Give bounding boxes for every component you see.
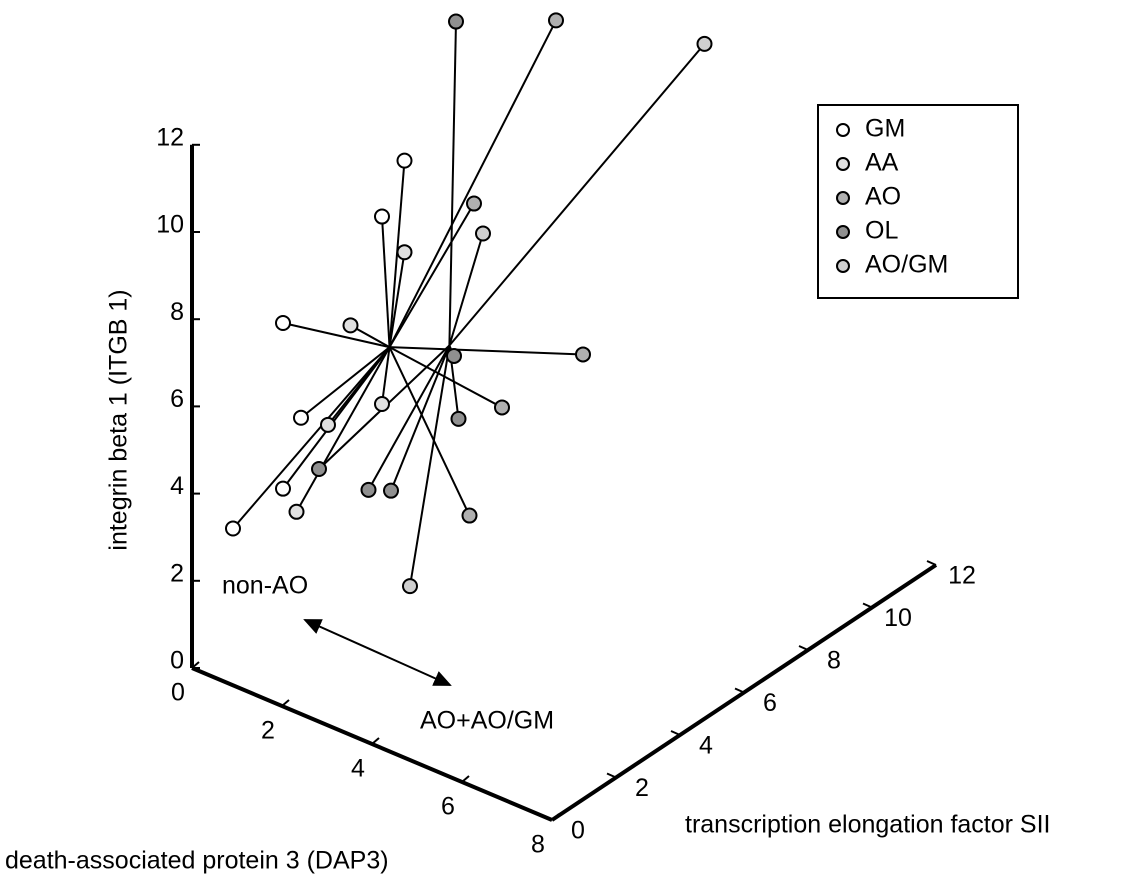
- y-tick-label: 12: [948, 562, 976, 590]
- connector: [389, 346, 503, 409]
- point: [466, 195, 482, 212]
- y-tick: [670, 730, 681, 736]
- z-tick-label: 12: [156, 123, 184, 151]
- point: [696, 35, 713, 52]
- y-tick-label: 0: [571, 817, 585, 845]
- y-tick: [798, 645, 809, 651]
- legend-box: [817, 104, 1019, 299]
- y-tick-label: 8: [827, 647, 841, 675]
- connector: [409, 345, 451, 587]
- point: [396, 244, 413, 261]
- y-tick-label: 2: [635, 774, 649, 802]
- connector: [300, 346, 391, 419]
- point: [448, 13, 464, 30]
- point: [494, 399, 510, 416]
- x-tick-label: 4: [351, 755, 365, 783]
- y-axis-label: transcription elongation factor SII: [685, 811, 1050, 839]
- z-tick-label: 10: [156, 211, 184, 239]
- point: [342, 317, 359, 334]
- connector: [388, 19, 557, 348]
- annotation: non-AO: [222, 572, 308, 600]
- x-tick: [461, 775, 470, 783]
- z-tick-label: 0: [170, 647, 184, 675]
- connector: [367, 344, 451, 491]
- x-tick-label: 0: [171, 679, 185, 707]
- x-tick: [371, 737, 380, 745]
- point: [446, 347, 462, 364]
- y-tick: [926, 560, 937, 566]
- point: [402, 578, 418, 595]
- connector: [448, 233, 484, 346]
- y-tick-label: 10: [884, 604, 912, 632]
- point: [360, 481, 377, 498]
- legend-marker: [836, 225, 850, 239]
- annotation: AO+AO/GM: [420, 707, 554, 735]
- connector: [327, 346, 391, 426]
- z-tick-label: 6: [170, 385, 184, 413]
- point: [288, 503, 305, 520]
- point: [396, 152, 413, 169]
- legend-marker: [836, 157, 850, 171]
- connector: [448, 43, 706, 347]
- z-tick-label: 8: [170, 298, 184, 326]
- connector: [389, 346, 584, 356]
- point: [383, 482, 399, 499]
- y-tick: [862, 602, 873, 609]
- legend-marker: [836, 191, 850, 205]
- x-tick: [551, 813, 560, 821]
- x-tick-label: 2: [261, 717, 275, 745]
- arrow: [303, 619, 452, 686]
- point: [275, 480, 291, 497]
- legend-label: AO: [865, 183, 901, 211]
- y-tick-label: 4: [699, 732, 713, 760]
- x-tick-label: 6: [441, 793, 455, 821]
- connector: [388, 252, 406, 348]
- connector: [232, 346, 391, 530]
- point: [225, 520, 241, 537]
- connector: [282, 322, 390, 349]
- x-tick: [281, 699, 290, 707]
- y-tick-label: 6: [763, 689, 777, 717]
- connector: [448, 21, 457, 346]
- legend-label: AO/GM: [865, 251, 948, 279]
- point: [374, 396, 390, 413]
- point: [374, 208, 390, 225]
- point: [575, 346, 591, 363]
- legend-marker: [836, 259, 850, 273]
- legend-marker: [836, 123, 850, 137]
- connector: [381, 347, 391, 405]
- connector: [388, 346, 471, 516]
- point: [320, 416, 336, 433]
- legend-label: GM: [865, 115, 905, 143]
- z-tick-label: 2: [170, 559, 184, 587]
- x-axis-label: death-associated protein 3 (DAP3): [5, 847, 389, 875]
- point: [311, 460, 327, 477]
- point: [548, 12, 564, 29]
- point: [450, 410, 467, 427]
- connector: [390, 345, 451, 492]
- z-axis-label: integrin beta 1 (ITGB 1): [105, 289, 133, 550]
- legend-label: AA: [865, 149, 899, 177]
- connector: [295, 346, 391, 513]
- z-tick-label: 4: [170, 472, 184, 500]
- y-tick: [606, 772, 617, 779]
- point: [293, 409, 309, 426]
- legend-label: OL: [865, 217, 898, 245]
- connector: [388, 203, 475, 348]
- point: [275, 314, 291, 331]
- connector: [381, 216, 391, 348]
- point: [475, 225, 491, 242]
- point: [461, 507, 478, 524]
- x-tick-label: 8: [531, 831, 545, 859]
- x-tick: [191, 661, 200, 669]
- y-tick: [734, 687, 745, 694]
- y-tick: [542, 815, 553, 821]
